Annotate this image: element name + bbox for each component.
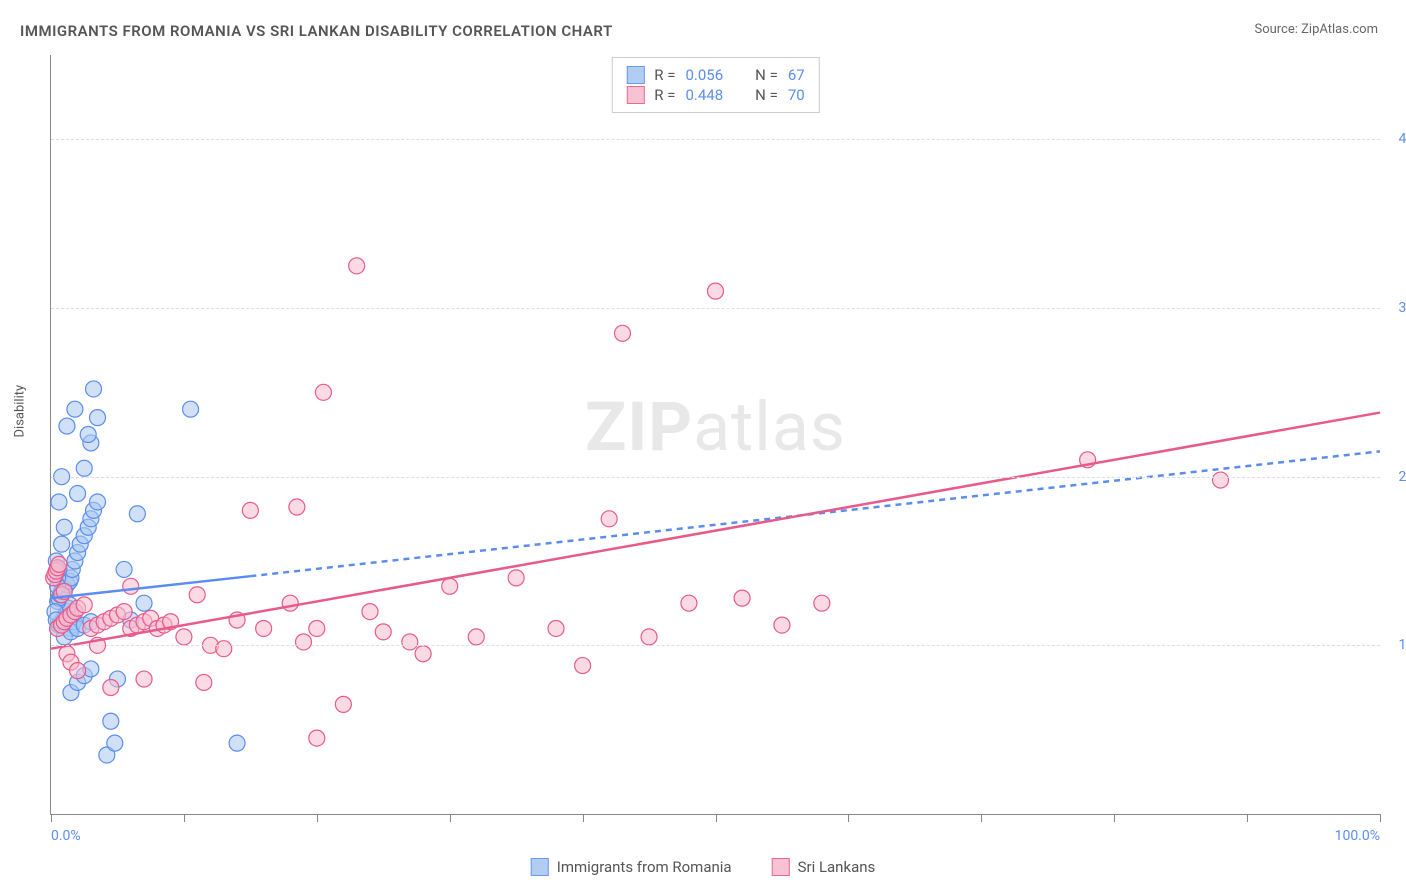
x-tick: [51, 814, 52, 822]
data-point: [136, 671, 152, 687]
data-point: [129, 506, 145, 522]
data-point: [415, 646, 431, 662]
data-point: [76, 460, 92, 476]
gridline: [51, 645, 1380, 646]
x-tick: [583, 814, 584, 822]
data-point: [641, 629, 657, 645]
data-point: [774, 617, 790, 633]
data-point: [90, 494, 106, 510]
gridline: [51, 308, 1380, 309]
source-attribution: Source: ZipAtlas.com: [1254, 22, 1378, 37]
plot-area: ZIPatlas R = 0.056 N = 67 R = 0.448 N = …: [50, 55, 1380, 815]
data-point: [402, 634, 418, 650]
x-tick: [1247, 814, 1248, 822]
data-point: [242, 502, 258, 518]
data-point: [375, 624, 391, 640]
data-point: [67, 401, 83, 417]
legend-label-2: Sri Lankans: [798, 858, 876, 876]
data-point: [468, 629, 484, 645]
data-point: [116, 561, 132, 577]
y-tick-label: 30.0%: [1398, 300, 1406, 316]
data-point: [289, 499, 305, 515]
data-point: [59, 418, 75, 434]
data-point: [116, 604, 132, 620]
data-point: [614, 325, 630, 341]
trend-line: [51, 576, 250, 598]
data-point: [216, 641, 232, 657]
data-point: [80, 427, 96, 443]
data-point: [51, 556, 67, 572]
data-point: [56, 519, 72, 535]
data-point: [107, 735, 123, 751]
data-point: [575, 658, 591, 674]
x-tick: [317, 814, 318, 822]
x-tick: [1114, 814, 1115, 822]
data-point: [734, 590, 750, 606]
data-point: [708, 283, 724, 299]
data-point: [548, 620, 564, 636]
data-point: [86, 381, 102, 397]
data-point: [70, 486, 86, 502]
swatch-series-2: [772, 858, 790, 876]
data-point: [282, 595, 298, 611]
trend-line: [51, 413, 1380, 649]
gridline: [51, 477, 1380, 478]
x-tick: [848, 814, 849, 822]
x-tick: [981, 814, 982, 822]
data-point: [315, 384, 331, 400]
data-point: [442, 578, 458, 594]
x-tick-label: 100.0%: [1335, 828, 1380, 844]
plot-svg: [51, 55, 1380, 814]
gridline: [51, 139, 1380, 140]
y-tick-label: 20.0%: [1398, 469, 1406, 485]
y-tick-label: 40.0%: [1398, 131, 1406, 147]
data-point: [103, 713, 119, 729]
data-point: [335, 696, 351, 712]
legend-label-1: Immigrants from Romania: [557, 858, 732, 876]
data-point: [309, 620, 325, 636]
data-point: [349, 258, 365, 274]
data-point: [123, 578, 139, 594]
x-tick: [184, 814, 185, 822]
data-point: [296, 634, 312, 650]
data-point: [601, 511, 617, 527]
data-point: [681, 595, 697, 611]
data-point: [176, 629, 192, 645]
data-point: [90, 410, 106, 426]
data-point: [256, 620, 272, 636]
x-tick: [716, 814, 717, 822]
data-point: [189, 587, 205, 603]
bottom-legend: Immigrants from Romania Sri Lankans: [531, 858, 876, 876]
data-point: [76, 597, 92, 613]
data-point: [362, 604, 378, 620]
data-point: [183, 401, 199, 417]
data-point: [103, 680, 119, 696]
x-tick: [1380, 814, 1381, 822]
data-point: [229, 735, 245, 751]
data-point: [51, 494, 67, 510]
data-point: [196, 674, 212, 690]
data-point: [70, 663, 86, 679]
x-tick-label: 0.0%: [51, 828, 81, 844]
data-point: [136, 595, 152, 611]
data-point: [508, 570, 524, 586]
x-tick: [450, 814, 451, 822]
data-point: [1213, 472, 1229, 488]
data-point: [54, 536, 70, 552]
data-point: [309, 730, 325, 746]
y-axis-label: Disability: [13, 385, 28, 438]
y-tick-label: 10.0%: [1398, 637, 1406, 653]
data-point: [814, 595, 830, 611]
chart-title: IMMIGRANTS FROM ROMANIA VS SRI LANKAN DI…: [20, 22, 613, 40]
legend-item-1: Immigrants from Romania: [531, 858, 732, 876]
legend-item-2: Sri Lankans: [772, 858, 876, 876]
swatch-series-1: [531, 858, 549, 876]
